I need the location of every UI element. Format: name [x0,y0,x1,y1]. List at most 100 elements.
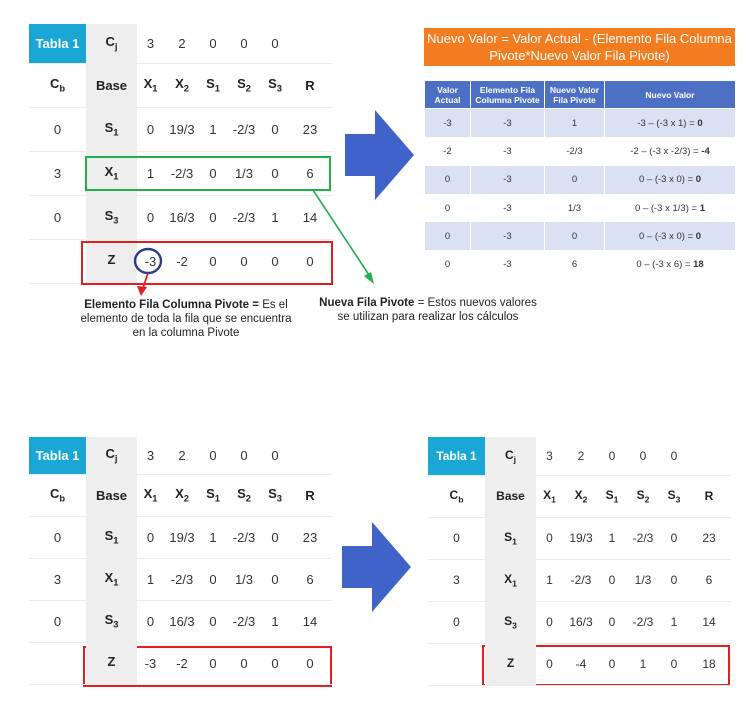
value-cell: 1 [625,643,661,686]
table-row: 3 X1 1 -2/3 0 1/3 0 6 [29,151,332,196]
table-row: 0 S3 0 16/3 0 -2/3 1 14 [29,600,332,643]
cj-row: Tabla 1 Cj 3 2 0 0 0 [29,24,332,64]
var-header: S1 [599,475,625,518]
green-arrow-line [312,189,372,279]
value-cell: 1 [137,558,164,601]
red-arrowhead-icon [137,286,147,296]
nuevo-valor-cell: 0 – (-3 x 0) = 0 [604,165,736,194]
value-cell: 0 [137,516,164,559]
value-cell: -2/3 [625,601,661,644]
formula-table: Valor Actual Elemento Fila Columna Pivot… [424,80,736,279]
var-header: S1 [200,63,226,108]
value-cell: 1 [599,517,625,560]
cb-cell [29,239,86,284]
value-cell: -2/3 [226,107,262,152]
value-cell: 1 [661,601,687,644]
value-cell: 0 [599,559,625,602]
right-arrow-icon [342,522,411,612]
cb-cell: 0 [29,516,86,559]
var-header: S1 [200,474,226,517]
table-row: 0 S3 0 16/3 0 -2/3 1 14 [428,601,731,644]
value-cell: 23 [288,107,332,152]
cb-cell: 0 [428,517,485,560]
cj-value [288,437,332,475]
base-header: Base [86,63,137,108]
nuevo-fila-cell: 6 [544,250,605,279]
cb-cell: 0 [29,195,86,240]
value-cell: 0 [226,239,262,284]
cj-value: 3 [137,437,164,475]
base-cell: Z [86,642,137,685]
formula-title: Nuevo Valor = Valor Actual - (Elemento F… [424,28,735,66]
var-header: X2 [164,63,200,108]
value-cell: 6 [288,558,332,601]
value-cell: 0 [536,601,563,644]
simplex-table-after: Tabla 1 Cj 3 2 0 0 0 Cb Base X1 X2 S1 S2… [428,437,731,686]
value-cell: 0 [661,643,687,686]
table-row: 3 X1 1 -2/3 0 1/3 0 6 [428,559,731,602]
var-header: X1 [137,474,164,517]
value-cell: -3 [137,642,164,685]
value-cell: -2/3 [226,600,262,643]
var-header: S2 [226,63,262,108]
base-cell: S3 [485,601,536,644]
cj-value: 0 [226,24,262,64]
z-row: Z -3 -2 0 0 0 0 [29,239,332,284]
z-row: Z -3 -2 0 0 0 0 [29,642,332,685]
nuevo-fila-cell: 0 [544,222,605,251]
value-cell: -2/3 [625,517,661,560]
z-row: Z 0 -4 0 1 0 18 [428,643,731,686]
cb-cell: 0 [29,107,86,152]
value-cell: 1/3 [226,558,262,601]
value-cell: -2 [164,642,200,685]
cb-cell: 3 [29,558,86,601]
cb-cell [29,642,86,685]
table-row: 0 -3 0 0 – (-3 x 0) = 0 [424,165,736,194]
value-cell: 0 [262,239,288,284]
table-title-cell: Tabla 1 [428,437,485,476]
table-row: 0 S1 0 19/3 1 -2/3 0 23 [29,516,332,559]
column-header: Elemento Fila Columna Pivote [470,80,545,109]
cb-cell: 3 [29,151,86,196]
value-cell: 23 [687,517,731,560]
valor-actual-cell: 0 [424,193,471,223]
cj-label: Cj [86,437,137,475]
elemento-cell: -3 [470,137,545,166]
value-cell: -3 [137,239,164,284]
elemento-cell: -3 [470,222,545,251]
value-cell: 0 [200,195,226,240]
base-header: Base [485,475,536,518]
cj-value: 0 [599,437,625,476]
value-cell: -2 [164,239,200,284]
pivot-row-highlight [85,156,331,191]
valor-actual-cell: -2 [424,137,471,166]
header-row: Cb Base X1 X2 S1 S2 S3 R [29,63,332,108]
value-cell: 0 [536,643,563,686]
cj-value: 2 [563,437,599,476]
value-cell: 14 [288,600,332,643]
valor-actual-cell: 0 [424,222,471,251]
cb-header: Cb [428,475,485,518]
cj-value: 0 [200,437,226,475]
value-cell: 0 [661,517,687,560]
value-cell: 0 [226,642,262,685]
value-cell: 6 [288,151,332,196]
nuevo-valor-cell: 0 – (-3 x 0) = 0 [604,222,736,251]
nuevo-fila-cell: 1/3 [544,193,605,223]
value-cell: -2/3 [563,559,599,602]
value-cell: 19/3 [164,516,200,559]
value-cell: 0 [536,517,563,560]
right-arrow-icon [345,110,414,200]
value-cell: 16/3 [164,195,200,240]
value-cell: 0 [262,516,288,559]
cj-value: 0 [625,437,661,476]
value-cell: 19/3 [164,107,200,152]
value-cell: 23 [288,516,332,559]
elemento-cell: -3 [470,108,545,138]
r-header: R [288,63,332,108]
value-cell: 18 [687,643,731,686]
header-row: Cb Base X1 X2 S1 S2 S3 R [29,474,332,517]
cj-value [288,24,332,64]
base-cell: Z [485,643,536,686]
